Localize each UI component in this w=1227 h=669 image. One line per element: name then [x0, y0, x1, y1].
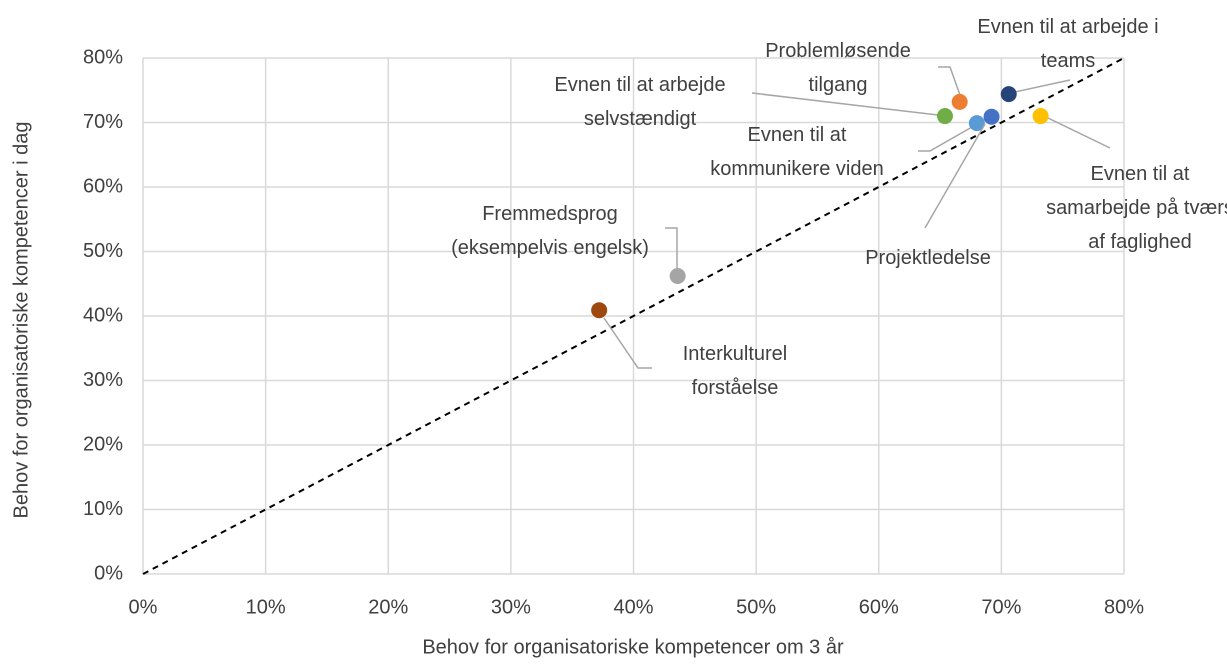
- leader-line: [1014, 79, 1071, 93]
- point: [951, 93, 968, 110]
- point-label: Evnen til at samarbejde på tværs af faglig…: [1046, 163, 1227, 253]
- leader-line: [1047, 117, 1111, 149]
- leader-line: [924, 123, 986, 229]
- label-line: kommunikere viden: [710, 158, 883, 180]
- point: [1000, 86, 1017, 103]
- point-label: Projektledelse: [865, 247, 991, 269]
- y-tick-label: 40%: [83, 304, 123, 326]
- point: [936, 108, 953, 125]
- y-tick-label: 50%: [83, 240, 123, 262]
- x-tick-label: 80%: [1104, 596, 1144, 618]
- leader-line: [665, 227, 678, 268]
- x-tick-label: 50%: [736, 596, 776, 618]
- point: [1032, 108, 1049, 125]
- point: [591, 302, 608, 319]
- point-label: Problemløsende tilgang: [765, 40, 911, 96]
- x-tick-label: 60%: [859, 596, 899, 618]
- y-tick-label: 20%: [83, 433, 123, 455]
- y-tick-label: 80%: [83, 46, 123, 68]
- leader-line: [938, 66, 961, 96]
- y-tick-label: 60%: [83, 175, 123, 197]
- label-line: Evnen til at: [1091, 163, 1190, 185]
- y-tick-label: 0%: [94, 562, 123, 584]
- y-tick-label: 70%: [83, 111, 123, 133]
- x-tick-label: 70%: [981, 596, 1021, 618]
- x-tick-label: 30%: [491, 596, 531, 618]
- x-axis-title: Behov for organisatoriske kompetencer om…: [422, 636, 844, 658]
- label-line: samarbejde på tværs: [1046, 197, 1227, 219]
- leader-line: [603, 317, 652, 369]
- point-label: Fremmedsprog (eksempelvis engelsk): [451, 203, 649, 259]
- x-tick-label: 40%: [613, 596, 653, 618]
- point: [983, 108, 1000, 125]
- point-label: Evnen til at arbejde selvstændigt: [554, 74, 725, 130]
- point-label: Interkulturel forståelse: [683, 343, 788, 399]
- y-tick-label: 10%: [83, 498, 123, 520]
- label-line: Problemløsende: [765, 40, 911, 62]
- label-line: Interkulturel: [683, 343, 788, 365]
- label-line: teams: [1041, 50, 1095, 72]
- label-line: forståelse: [692, 377, 779, 399]
- label-line: selvstændigt: [584, 108, 697, 130]
- reference-line: [142, 57, 1125, 575]
- label-line: Evnen til at arbejde: [554, 74, 725, 96]
- x-tick-label: 10%: [246, 596, 286, 618]
- label-line: Evnen til at: [748, 124, 847, 146]
- point: [968, 115, 985, 132]
- label-line: Projektledelse: [865, 247, 991, 269]
- point: [669, 268, 686, 285]
- x-tick-label: 20%: [368, 596, 408, 618]
- x-tick-label: 0%: [129, 596, 158, 618]
- point-label: Evnen til at arbejde i teams: [977, 16, 1158, 72]
- label-line: af faglighed: [1088, 231, 1191, 253]
- label-line: Evnen til at arbejde i: [977, 16, 1158, 38]
- label-line: tilgang: [809, 74, 868, 96]
- y-axis-title: Behov for organisatoriske kompetencer i …: [10, 122, 32, 519]
- point-label: Evnen til at kommunikere viden: [710, 124, 883, 180]
- leader-line: [918, 126, 973, 152]
- y-tick-label: 30%: [83, 369, 123, 391]
- leader-line: [751, 92, 939, 116]
- label-line: Fremmedsprog: [482, 203, 618, 225]
- label-line: (eksempelvis engelsk): [451, 237, 649, 259]
